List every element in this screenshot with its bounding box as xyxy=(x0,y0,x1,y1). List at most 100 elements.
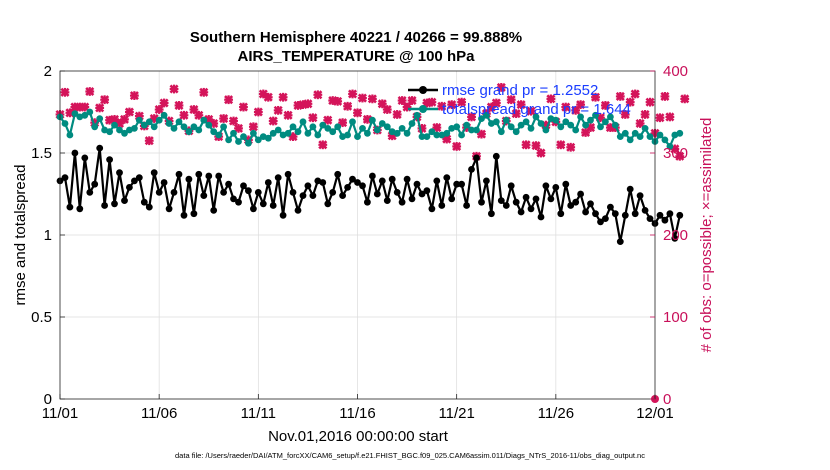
totalspread-point xyxy=(210,128,218,136)
totalspread-point xyxy=(616,133,624,141)
rmse-point xyxy=(190,210,198,218)
rmse-point xyxy=(230,195,237,203)
rmse-point xyxy=(235,198,242,206)
rmse-point xyxy=(532,195,540,203)
rmse-point xyxy=(542,182,550,190)
rmse-point xyxy=(195,170,203,178)
totalspread-point xyxy=(497,128,505,136)
obs-assimilated-point xyxy=(511,109,521,119)
y-axis-right-label: # of obs: o=possible; ×=assimilated xyxy=(698,118,715,353)
obs-assimilated-point xyxy=(248,122,258,132)
rmse-point xyxy=(71,149,79,157)
totalspread-point xyxy=(220,123,228,131)
totalspread-point xyxy=(250,129,257,137)
totalspread-point xyxy=(468,126,475,134)
rmse-point xyxy=(438,202,446,209)
totalspread-point xyxy=(205,121,213,129)
totalspread-point xyxy=(359,124,366,132)
y-right-tick-label: 0 xyxy=(663,391,671,408)
obs-assimilated-point xyxy=(665,112,675,122)
obs-assimilated-point xyxy=(144,136,154,146)
rmse-point xyxy=(160,179,168,186)
obs-assimilated-point xyxy=(516,100,526,110)
totalspread-point xyxy=(423,133,431,141)
rmse-point xyxy=(250,205,257,213)
rmse-point xyxy=(66,203,74,211)
rmse-point xyxy=(289,189,297,196)
obs-assimilated-point xyxy=(352,108,363,118)
obs-assimilated-point xyxy=(640,109,650,119)
totalspread-point xyxy=(473,126,480,134)
y-right-tick-label: 100 xyxy=(663,309,688,326)
totalspread-point xyxy=(522,118,530,126)
y-right-tick-label: 300 xyxy=(663,145,688,162)
rmse-point xyxy=(180,211,188,219)
obs-assimilated-point xyxy=(496,82,506,92)
obs-assimilated-point xyxy=(407,96,417,106)
totalspread-point xyxy=(314,131,322,139)
obs-assimilated-point xyxy=(675,151,685,161)
rmse-point xyxy=(86,189,94,196)
totalspread-point xyxy=(61,120,69,127)
totalspread-point xyxy=(478,115,485,122)
totalspread-point xyxy=(299,118,307,126)
totalspread-point xyxy=(264,134,272,142)
totalspread-point xyxy=(661,136,669,144)
totalspread-point xyxy=(215,131,223,139)
totalspread-point xyxy=(289,123,297,131)
obs-assimilated-point xyxy=(600,100,610,110)
totalspread-point xyxy=(463,121,470,129)
rmse-point xyxy=(254,189,262,196)
rmse-point xyxy=(557,210,565,218)
obs-assimilated-point xyxy=(219,114,229,124)
totalspread-point xyxy=(443,129,451,137)
totalspread-point xyxy=(294,128,302,136)
obs-assimilated-point xyxy=(263,92,273,102)
rmse-point xyxy=(106,156,113,164)
totalspread-point xyxy=(150,123,158,131)
rmse-point xyxy=(428,205,436,213)
obs-assimilated-point xyxy=(645,97,655,107)
rmse-point xyxy=(329,189,337,196)
obs-assimilated-point xyxy=(367,94,377,104)
x-tick-label: 11/16 xyxy=(339,405,375,422)
totalspread-point xyxy=(190,123,198,131)
totalspread-point xyxy=(562,118,570,126)
obs-assimilated-point xyxy=(124,107,134,117)
totalspread-point xyxy=(577,113,584,121)
legend-label-rmse: rmse grand pr = 1.2552 xyxy=(442,82,598,99)
rmse-point xyxy=(388,175,396,183)
rmse-point xyxy=(671,234,679,242)
ticks: 11/01 11/06 11/11 11/16 11/21 11/26 12/0100.51… xyxy=(31,63,688,422)
obs-assimilated-point xyxy=(283,110,293,120)
rmse-point xyxy=(111,200,118,208)
obs-assimilated-point xyxy=(526,106,536,116)
rmse-point xyxy=(468,166,475,173)
legend-marker-spread xyxy=(419,105,427,113)
rmse-point xyxy=(507,182,515,190)
rmse-point xyxy=(547,195,555,203)
totalspread-point xyxy=(512,128,520,136)
obs-assimilated-point xyxy=(467,112,477,122)
totalspread-point xyxy=(329,128,337,136)
obs-assimilated-point xyxy=(169,84,179,94)
totalspread-point xyxy=(344,131,351,139)
totalspread-point xyxy=(582,121,589,129)
totalspread-point xyxy=(408,120,416,127)
obs-assimilated-point xyxy=(343,101,353,111)
totalspread-point xyxy=(502,116,510,124)
totalspread-point xyxy=(369,116,376,124)
rmse-point xyxy=(344,184,351,191)
rmse-point xyxy=(522,193,530,201)
totalspread-point xyxy=(656,131,664,139)
rmse-point xyxy=(245,187,252,195)
rmse-point xyxy=(488,210,495,218)
rmse-point xyxy=(324,200,332,208)
rmse-point xyxy=(473,154,480,162)
rmse-point xyxy=(125,184,133,191)
obs-assimilated-point xyxy=(635,118,645,128)
rmse-point xyxy=(582,208,589,216)
totalspread-point xyxy=(160,111,168,119)
obs-assimilated-point xyxy=(561,102,571,112)
totalspread-point xyxy=(121,129,128,137)
